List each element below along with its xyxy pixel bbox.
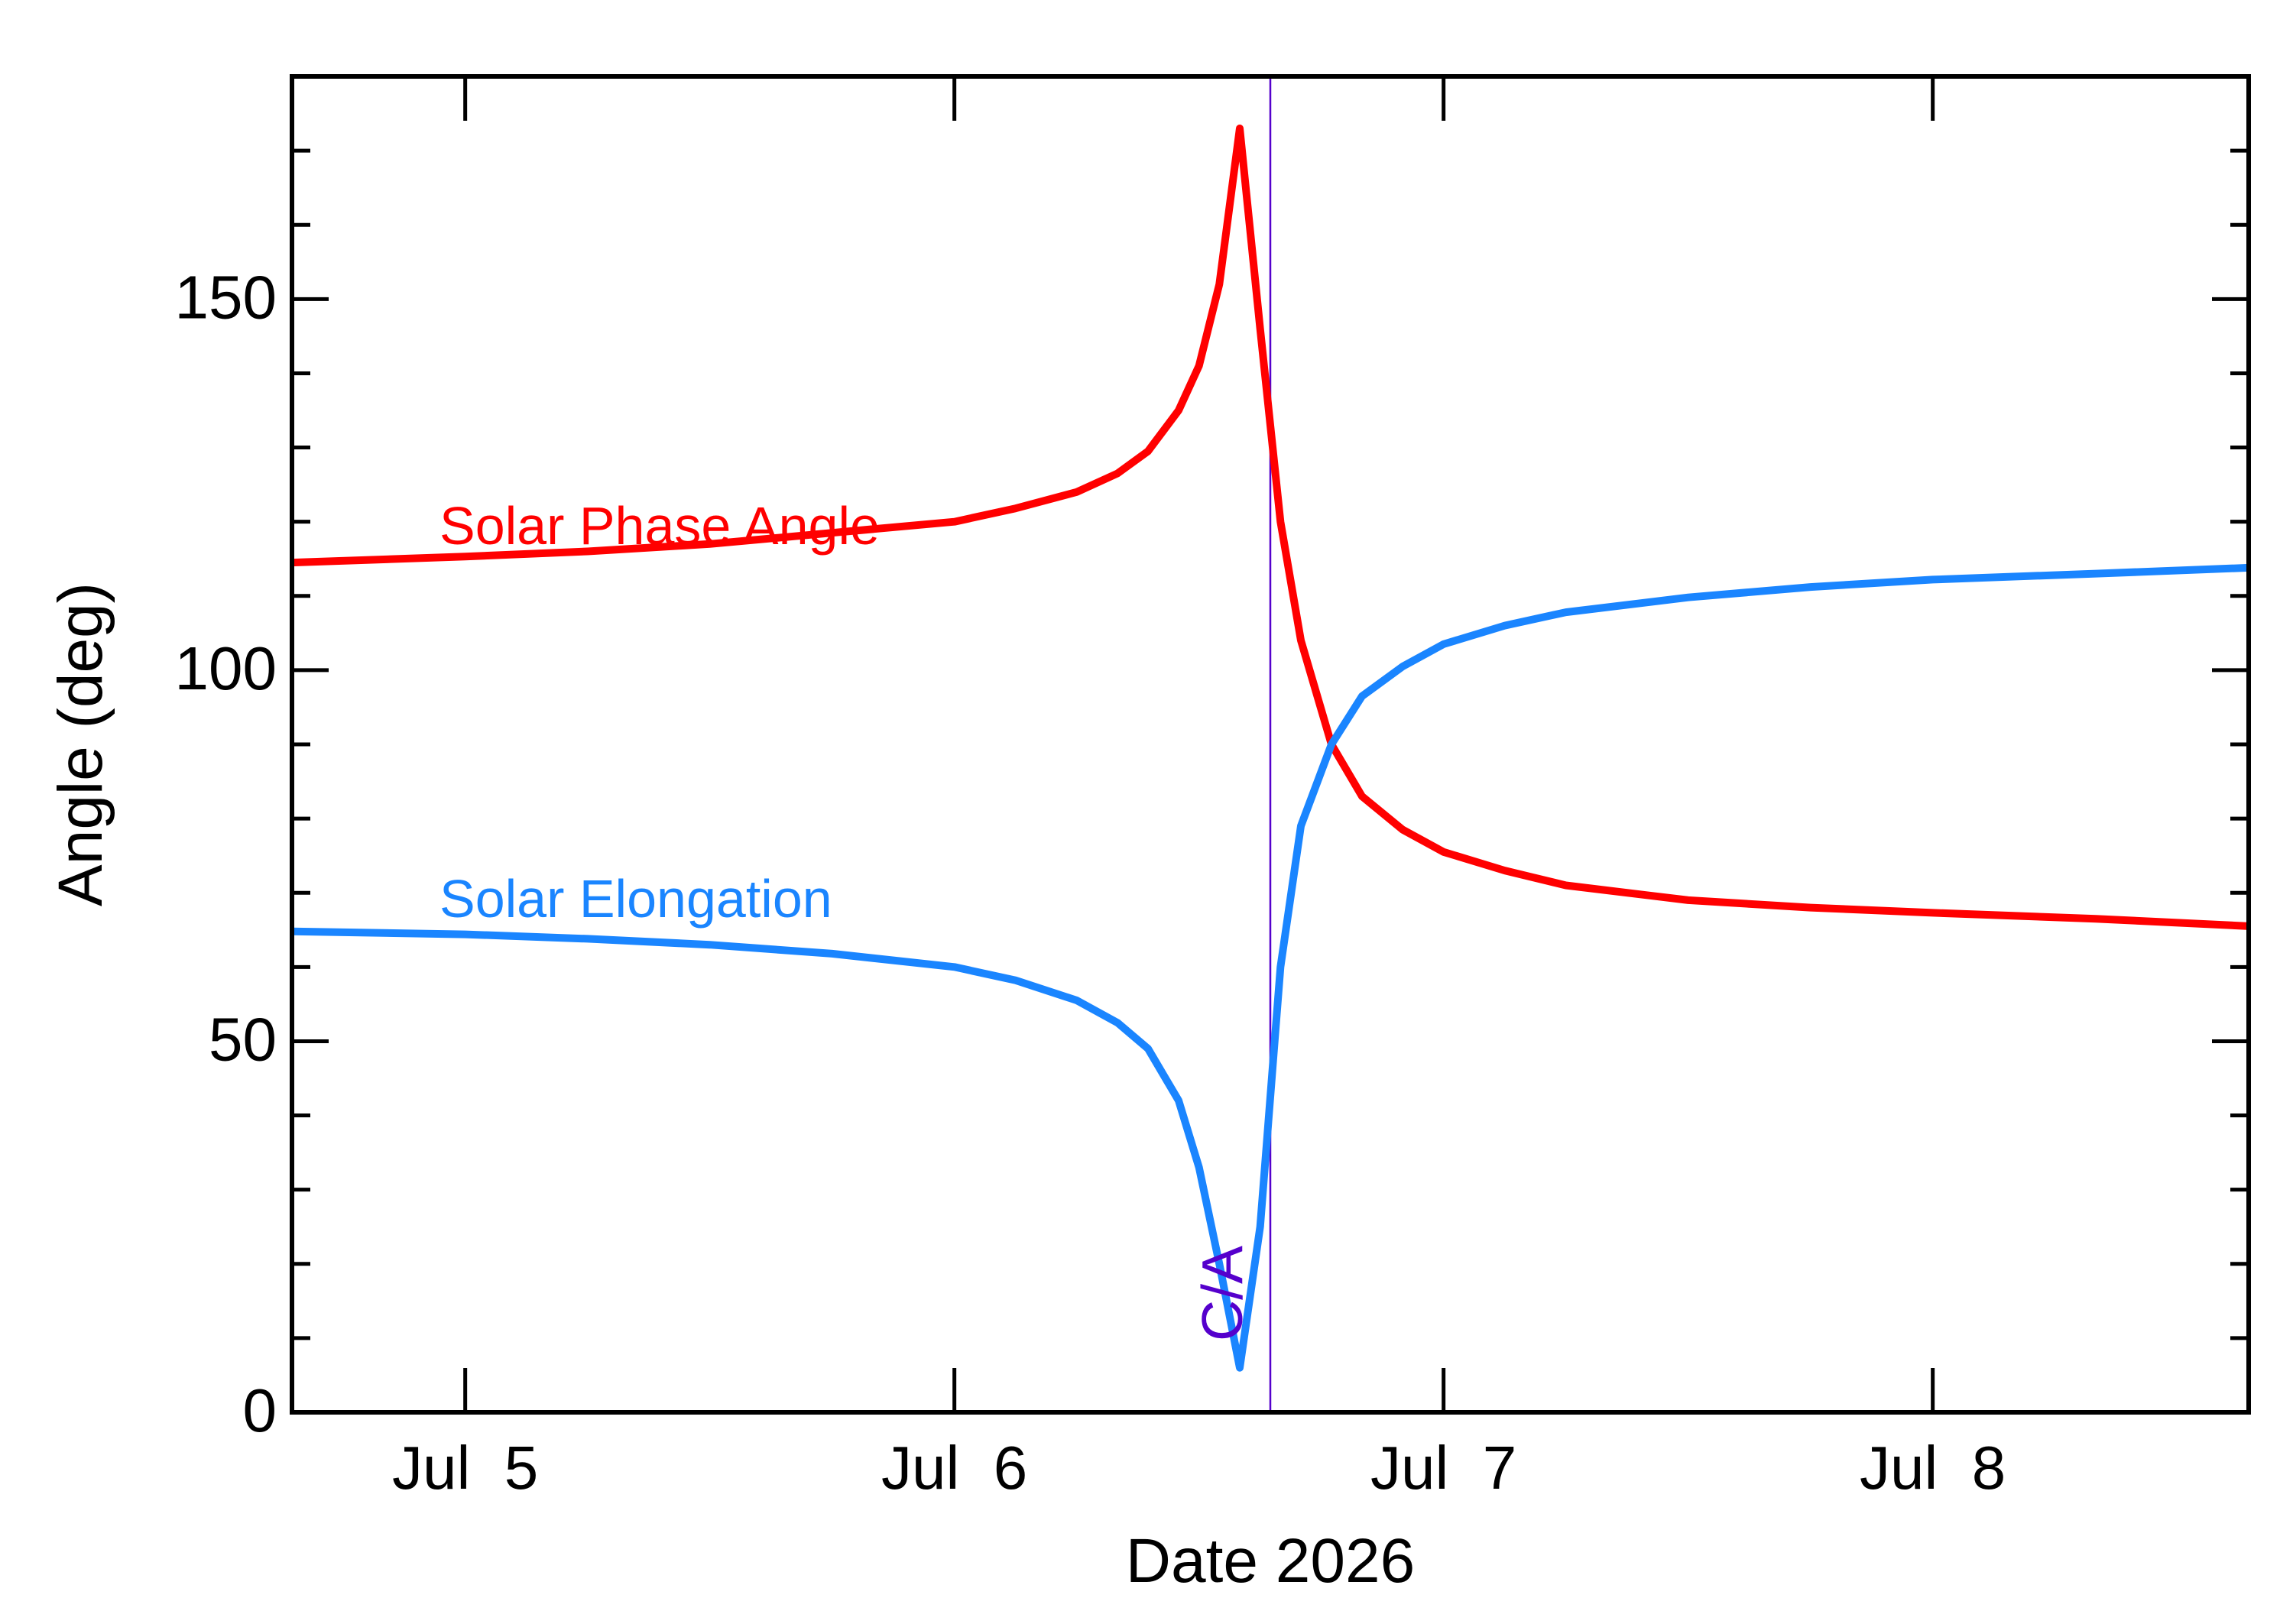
x-tick-label: Jul 5 xyxy=(392,1434,538,1502)
y-axis-label: Angle (deg) xyxy=(46,582,115,906)
x-tick-label: Jul 8 xyxy=(1860,1434,2006,1502)
series-line-solar-phase-angle xyxy=(291,125,2249,930)
series-label-solar-elongation: Solar Elongation xyxy=(439,869,832,929)
y-tick-label: 50 xyxy=(209,1005,277,1073)
y-tick-label: 0 xyxy=(243,1376,277,1444)
x-tick-label: Jul 6 xyxy=(881,1434,1027,1502)
plot-marks: Solar Phase Angle Solar Elongation xyxy=(291,76,2249,1412)
y-tick-label: 100 xyxy=(175,634,277,702)
x-tick-label: Jul 7 xyxy=(1370,1434,1516,1502)
closest-approach-label: C/A xyxy=(1190,1246,1254,1341)
axis-ticks: 0 50 100 150 Jul 5 Jul 6 Jul 7 Jul 8 xyxy=(175,74,2249,1502)
series-label-solar-phase-angle: Solar Phase Angle xyxy=(439,496,880,556)
y-tick-label: 150 xyxy=(175,263,277,331)
series-line-solar-elongation xyxy=(291,563,2249,1372)
x-axis-label: Date 2026 xyxy=(1126,1526,1415,1596)
